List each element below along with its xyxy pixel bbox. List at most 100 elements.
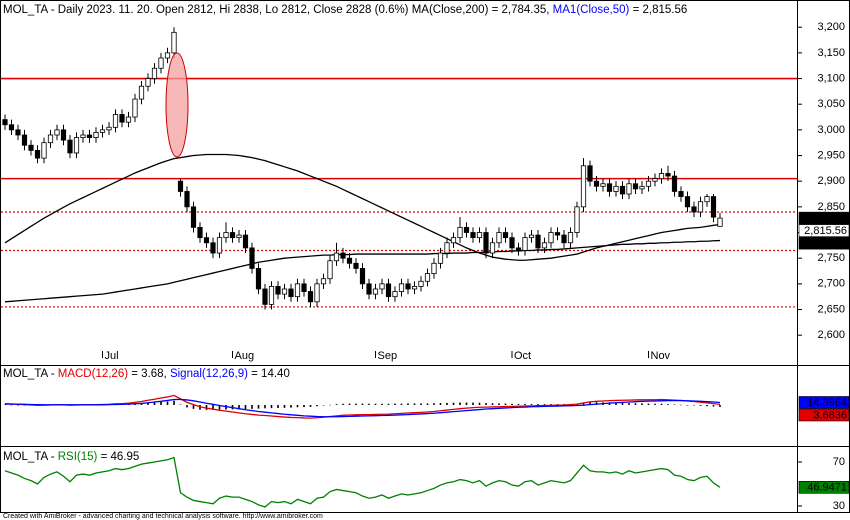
y-tick-label: 3,150	[817, 47, 845, 59]
y-tick-label: 3,200	[817, 21, 845, 33]
candle-body	[320, 278, 327, 285]
candle-body	[8, 124, 15, 131]
y-tick-label: 70	[833, 456, 845, 468]
histogram-bar	[628, 403, 630, 405]
candle-body	[93, 132, 99, 138]
candle-body	[509, 237, 515, 249]
candle-body	[704, 196, 710, 203]
candle-body	[645, 180, 652, 187]
histogram-bar	[329, 404, 331, 406]
value-badge	[798, 396, 850, 409]
candle-body	[119, 114, 125, 123]
candle-body	[216, 237, 223, 254]
candle-body	[294, 283, 301, 298]
histogram-bar	[641, 403, 643, 405]
series-line	[4, 394, 721, 419]
candle-body	[411, 286, 418, 290]
candle-body	[275, 286, 281, 295]
title-part: MACD(12,26)	[58, 368, 128, 380]
y-tick-label: 2,950	[817, 149, 845, 161]
histogram-bar	[179, 404, 182, 405]
candle-body	[359, 268, 366, 285]
histogram-bar	[368, 403, 370, 405]
candle-body	[418, 280, 424, 287]
histogram-bar	[10, 404, 13, 406]
y-tick-label: 2,700	[817, 278, 845, 290]
candle-body	[606, 183, 613, 192]
histogram-bar	[277, 405, 279, 408]
value-badge-label: 2,828	[819, 213, 847, 225]
candle-body	[223, 232, 229, 239]
candle-body	[697, 201, 704, 213]
candle-body	[54, 129, 60, 136]
highlight-ellipse	[165, 52, 189, 158]
histogram-bar	[251, 405, 253, 409]
histogram-bar	[218, 405, 221, 410]
candle-body	[333, 252, 340, 262]
candle-body	[288, 288, 294, 298]
candle-body	[684, 196, 691, 208]
candle-body	[327, 260, 333, 280]
candle-body	[41, 142, 47, 159]
value-badge	[798, 408, 850, 422]
histogram-bar	[257, 405, 260, 409]
histogram-bar	[205, 405, 208, 410]
panel-title: MOL_TA - RSI(15) = 46.95	[3, 451, 139, 463]
candle-body	[132, 98, 138, 118]
histogram-bar	[530, 404, 533, 405]
histogram-bar	[543, 404, 546, 405]
candle-body	[463, 226, 470, 233]
candle-body	[171, 31, 177, 54]
histogram-bar	[264, 405, 266, 409]
candle-body	[177, 180, 184, 192]
candle-body	[210, 242, 216, 254]
candle-body	[47, 134, 54, 144]
candle-body	[658, 173, 665, 180]
histogram-bar	[186, 405, 188, 408]
y-tick-label: 2,600	[817, 329, 845, 341]
candle-body	[437, 252, 444, 264]
candle-body	[242, 234, 249, 249]
candle-body	[138, 85, 145, 100]
histogram-bar	[433, 403, 435, 405]
histogram-bar	[270, 405, 273, 409]
histogram-bar	[348, 403, 351, 405]
candle-body	[125, 116, 132, 123]
histogram-bar	[524, 403, 526, 405]
title-part: = 46.95	[97, 451, 139, 463]
candle-body	[450, 237, 457, 244]
histogram-bar	[283, 405, 286, 408]
histogram-bar	[719, 405, 721, 407]
candle-body	[580, 165, 587, 208]
value-badge-label: 14.3964	[807, 397, 847, 409]
candle-body	[86, 134, 93, 138]
histogram-bar	[654, 403, 656, 405]
histogram-bar	[517, 403, 520, 405]
x-tick-label: Jul	[105, 350, 119, 362]
histogram-bar	[153, 402, 156, 405]
candle-body	[2, 119, 8, 126]
histogram-bar	[504, 403, 507, 405]
y-tick-label: 3,100	[817, 72, 845, 84]
candle-body	[34, 149, 41, 159]
histogram-bar	[634, 403, 637, 405]
histogram-bar	[686, 405, 689, 406]
histogram-bar	[459, 402, 461, 405]
series-line	[4, 239, 721, 303]
value-badge	[798, 236, 850, 250]
histogram-bar	[381, 403, 383, 405]
candle-body	[489, 242, 496, 254]
candle-body	[346, 257, 353, 264]
candle-body	[522, 237, 528, 251]
histogram-bar	[615, 402, 617, 405]
candle-body	[236, 234, 242, 239]
candle-body	[652, 178, 658, 182]
histogram-bar	[309, 405, 312, 407]
histogram-bar	[355, 403, 357, 405]
histogram-bar	[491, 403, 494, 405]
candle-body	[470, 232, 476, 239]
title-part: MOL_TA -	[3, 368, 58, 380]
value-badge-label: 2,815.56	[804, 225, 847, 237]
candle-body	[262, 288, 268, 305]
candle-body	[457, 226, 463, 239]
